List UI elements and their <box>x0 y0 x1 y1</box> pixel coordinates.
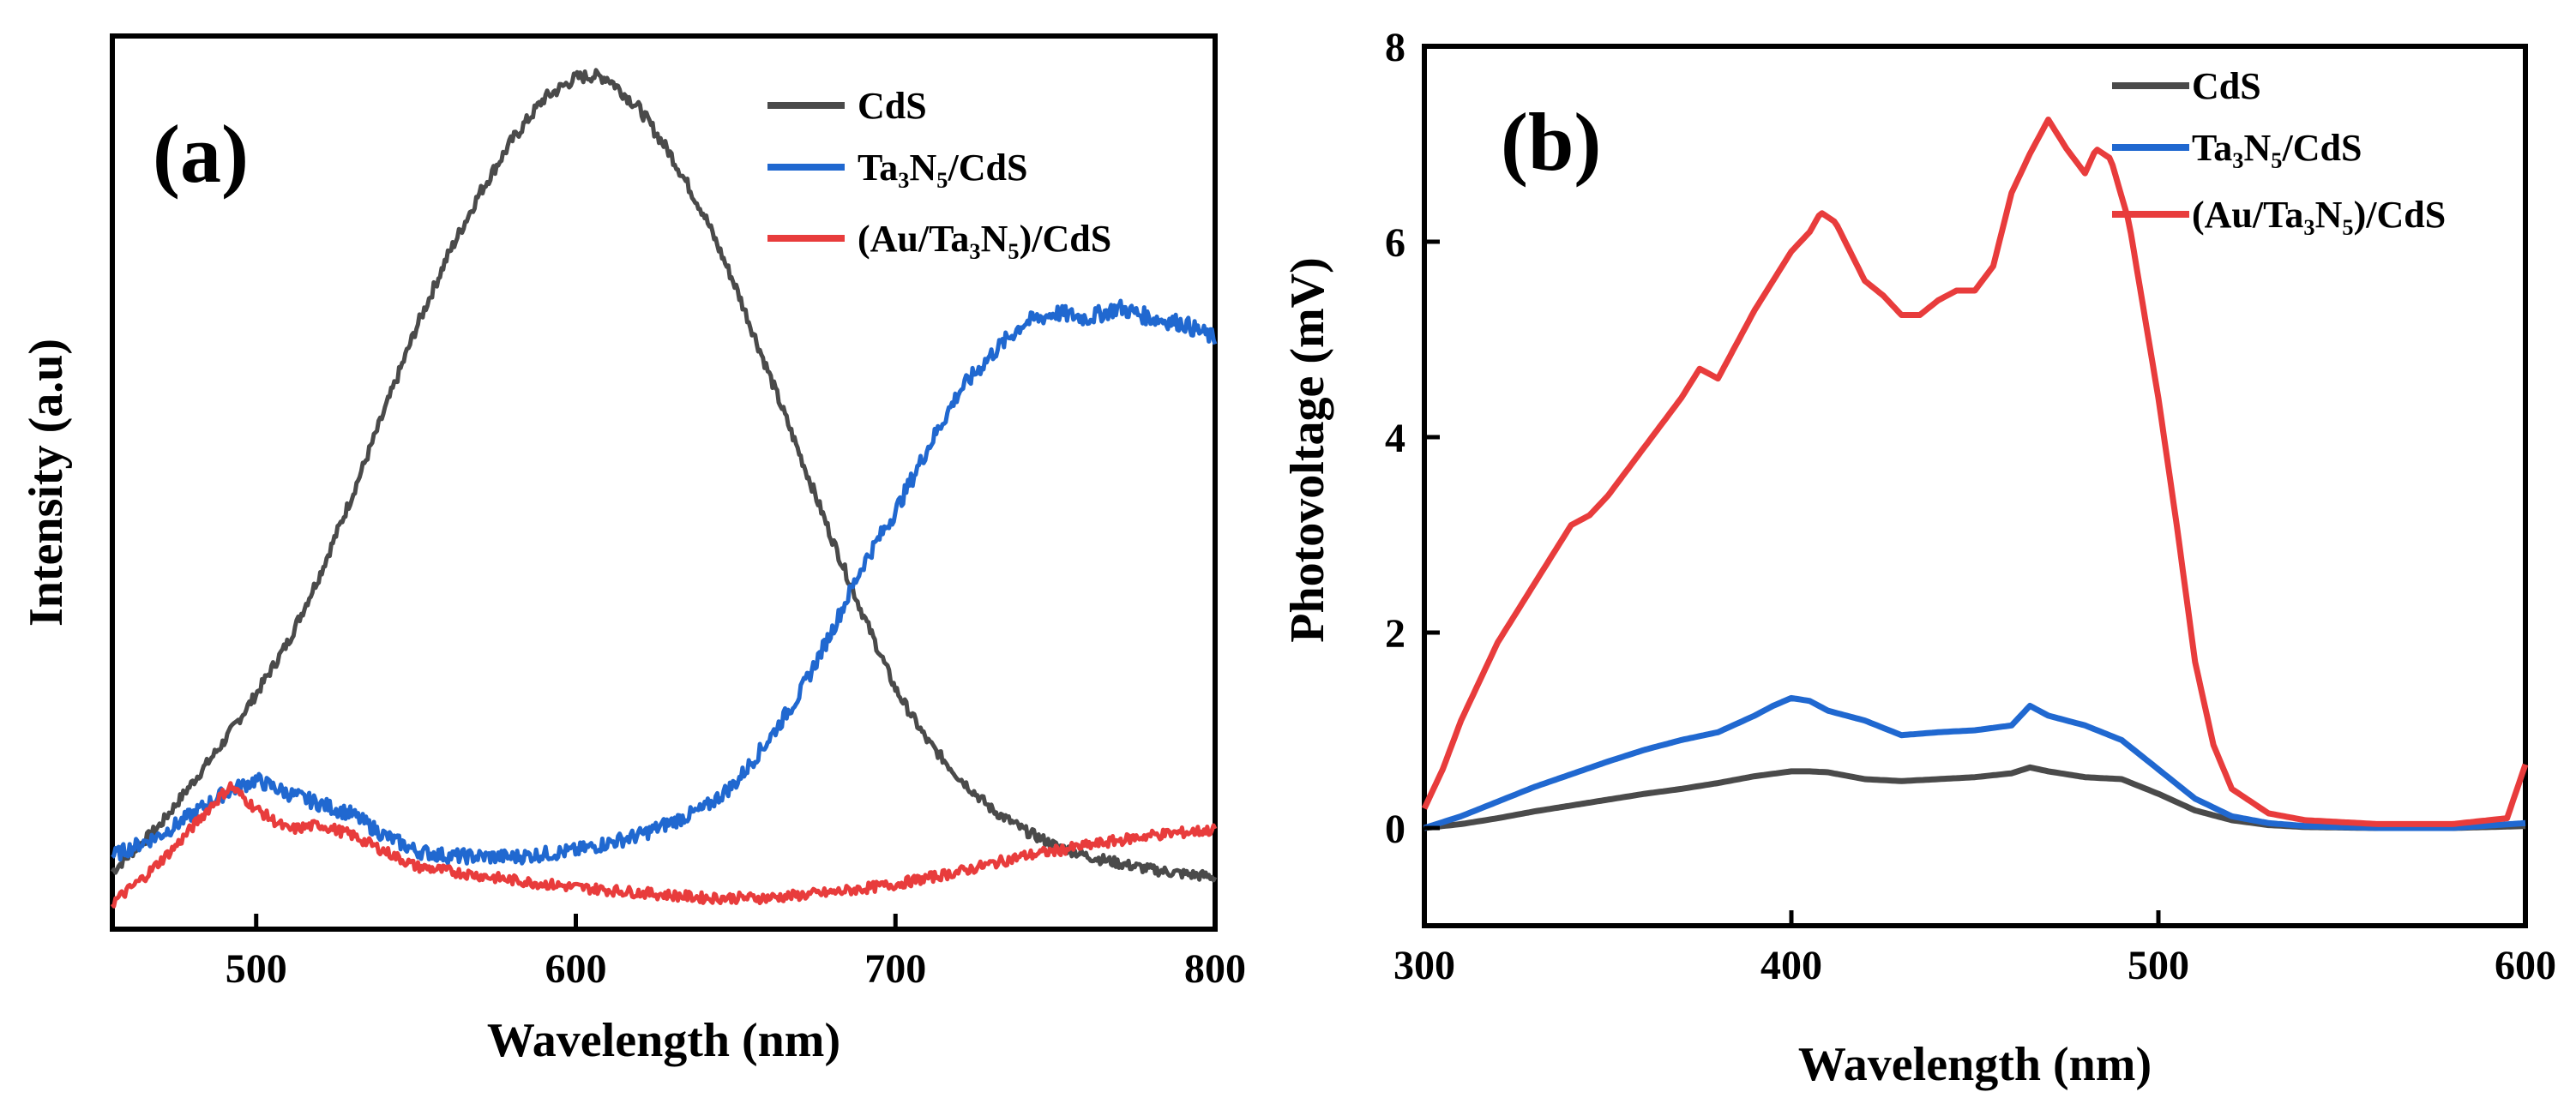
series-b-au-ta-n-cds <box>1421 117 2529 827</box>
xtick-label-a-800: 800 <box>1184 946 1246 992</box>
panel-b: 300 400 500 600 0 2 4 6 8 (b) Wavelength (nm) Ph… <box>1281 25 2556 1091</box>
legend-a-label-au-ta3n5-cds: (Au/Ta₃N₅)/CdS <box>858 218 1111 260</box>
ytick-label-b-4: 4 <box>1385 416 1405 461</box>
panel-a-ticks: 500 600 700 800 <box>226 914 1246 992</box>
legend-b-label-ta3n5-cds: Ta₃N₅/CdS <box>2192 127 2362 169</box>
legend-a-label-cds: CdS <box>858 85 927 127</box>
panel-b-legend: CdS Ta₃N₅/CdS (Au/Ta₃N₅)/CdS <box>2112 65 2446 236</box>
legend-b-label-au-ta3n5-cds: (Au/Ta₃N₅)/CdS <box>2192 194 2446 236</box>
panel-a-xlabel: Wavelength (nm) <box>487 1014 840 1067</box>
panel-a: 500 600 700 800 (a) Wavelength (nm) Intensi… <box>20 33 1246 1067</box>
ytick-label-b-0: 0 <box>1385 807 1405 852</box>
legend-a-label-ta3n5-cds: Ta₃N₅/CdS <box>858 147 1027 189</box>
panel-b-label: (b) <box>1501 96 1601 188</box>
panel-a-plot-frame <box>110 33 1218 932</box>
series-b-cds <box>1423 764 2526 831</box>
series-b-ta-n-cds <box>1423 694 2526 831</box>
xtick-label-a-600: 600 <box>545 946 606 992</box>
panel-a-ylabel: Intensity (a.u) <box>20 339 73 627</box>
series-a-au-ta-n-cds <box>110 781 1218 909</box>
panel-a-series <box>110 68 1218 909</box>
xtick-label-a-700: 700 <box>864 946 926 992</box>
ytick-label-b-6: 6 <box>1385 220 1405 266</box>
xtick-label-a-500: 500 <box>226 946 287 992</box>
panel-b-ticks: 300 400 500 600 0 2 4 6 8 <box>1385 25 2556 988</box>
series-a-cds <box>110 68 1218 883</box>
series-a-ta-n-cds <box>111 298 1218 866</box>
xtick-label-b-300: 300 <box>1393 943 1455 988</box>
panel-a-label: (a) <box>153 108 249 200</box>
panel-a-legend: CdS Ta₃N₅/CdS (Au/Ta₃N₅)/CdS <box>767 85 1111 260</box>
panel-b-xlabel: Wavelength (nm) <box>1798 1038 2152 1091</box>
panel-b-ylabel: Photovoltage (mV) <box>1281 257 1334 642</box>
xtick-label-b-500: 500 <box>2128 943 2189 988</box>
ytick-label-b-8: 8 <box>1385 25 1405 70</box>
panel-b-series <box>1421 117 2529 831</box>
legend-b-label-cds: CdS <box>2192 65 2261 107</box>
panel-b-plot-frame <box>1422 44 2528 928</box>
xtick-label-b-600: 600 <box>2495 943 2556 988</box>
ytick-label-b-2: 2 <box>1385 611 1405 657</box>
xtick-label-b-400: 400 <box>1760 943 1822 988</box>
